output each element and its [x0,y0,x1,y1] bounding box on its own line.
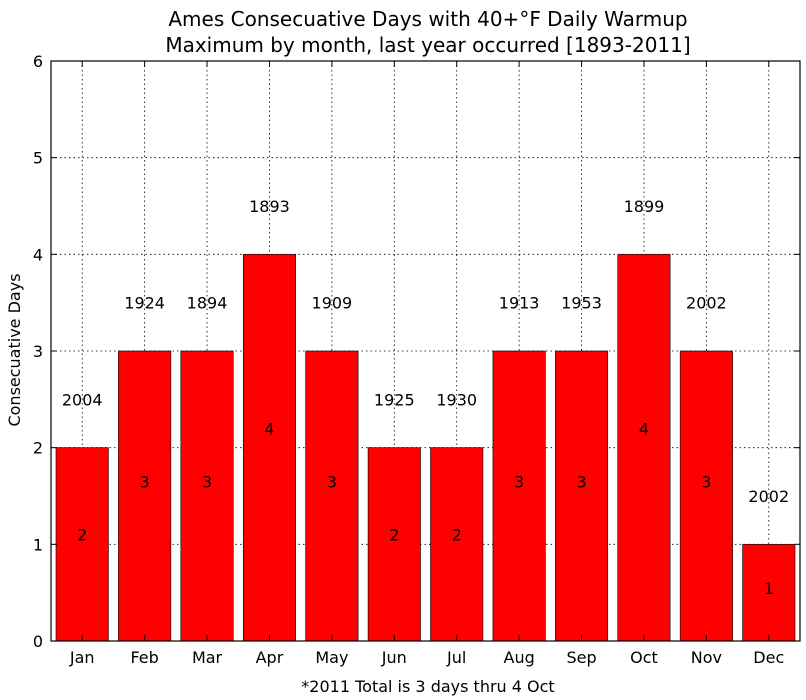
plot-frame [50,60,801,642]
y-tick-label: 2 [33,439,43,458]
x-tick-label: Sep [566,648,596,667]
chart-title-line2: Maximum by month, last year occurred [18… [165,33,690,57]
bar [492,350,546,642]
x-tick-label: May [315,648,348,667]
x-axis-ticks: Jan Feb Mar Apr May Jun Jul Aug Sep Oct Nov Dec [69,61,784,667]
bar-value-label: 2 [389,526,399,545]
bar [617,254,671,642]
x-tick-label: Jul [446,648,466,667]
bar-year-label: 1909 [312,294,353,313]
y-tick-label: 1 [33,535,43,554]
bar-value-label: 3 [514,473,524,492]
bar-year-label: 1924 [124,294,165,313]
bar-value-label: 3 [140,473,150,492]
x-tick-label: Jan [69,648,95,667]
bars [55,254,796,642]
grid [51,61,800,641]
bar-value-label: 3 [576,473,586,492]
x-tick-label: Oct [630,648,658,667]
y-tick-label: 4 [33,245,43,264]
chart-title-line1: Ames Consecuative Days with 40+°F Daily … [168,7,687,31]
bar [555,350,609,642]
x-tick-label: Aug [504,648,535,667]
bar [742,544,796,642]
x-tick-label: Nov [691,648,722,667]
x-tick-label: Mar [192,648,223,667]
bar-year-label: 1953 [561,294,602,313]
bar-year-label: 1930 [436,390,477,409]
y-axis-label: Consecuative Days [5,273,24,426]
x-tick-label: Feb [130,648,158,667]
x-tick-label: Dec [753,648,784,667]
bar [305,350,359,642]
bar-year-label: 2002 [686,294,727,313]
bar-year-label: 1925 [374,390,415,409]
bar [679,350,733,642]
bar [55,447,109,642]
bar-value-label: 3 [327,473,337,492]
bar-year-label: 1893 [249,197,290,216]
bar-value-label: 2 [77,526,87,545]
x-axis-label: *2011 Total is 3 days thru 4 Oct [301,677,554,696]
bar [118,350,172,642]
y-axis-ticks: 0 1 2 3 4 5 6 [33,52,800,651]
bar [430,447,484,642]
bar [367,447,421,642]
bar-value-label: 2 [452,526,462,545]
x-tick-label: Jun [381,648,407,667]
bar [180,350,234,642]
bar-year-label: 1899 [624,197,665,216]
y-tick-label: 5 [33,149,43,168]
bar-value-label: 4 [264,419,274,438]
x-tick-label: Apr [256,648,284,667]
bar-year-label: 1913 [499,294,540,313]
bar-year-label: 2004 [62,390,103,409]
bar [242,254,296,642]
bar-value-label: 1 [764,579,774,598]
bar-value-label: 3 [202,473,212,492]
bar-value-label: 4 [639,419,649,438]
bar-year-label: 1894 [187,294,228,313]
bar-value-label: 3 [701,473,711,492]
y-tick-label: 0 [33,632,43,651]
y-tick-label: 3 [33,342,43,361]
labels: 2 2004 3 1924 3 1894 4 1893 3 1909 2 1925 2 1930 3 1913… [62,197,789,598]
bar-year-label: 2002 [748,487,789,506]
y-tick-label: 6 [33,52,43,71]
